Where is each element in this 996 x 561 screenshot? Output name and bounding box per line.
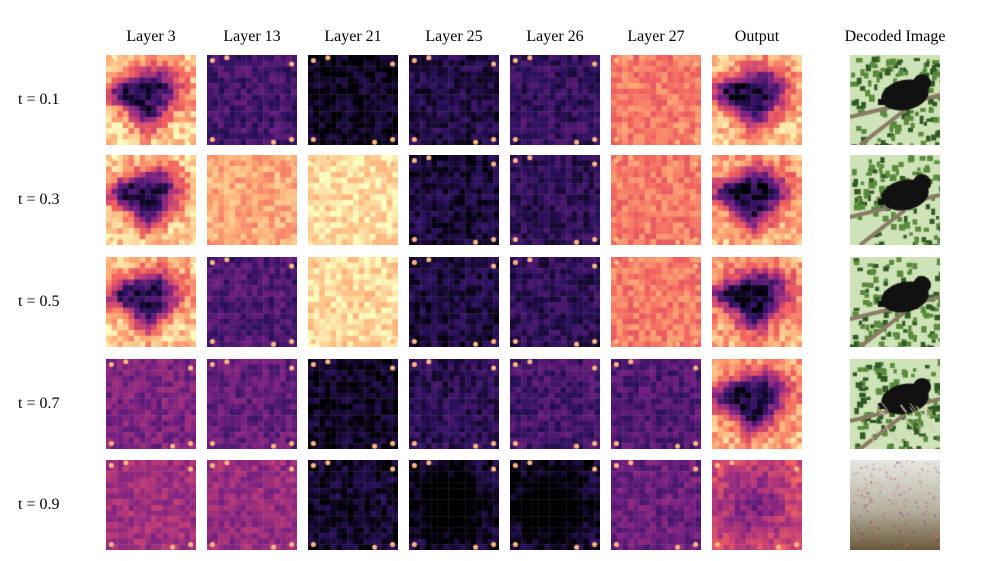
heatmap-canvas [207,55,297,145]
heatmap-layer-26-t-0-9 [510,460,600,550]
heatmap-output-t-0-3 [712,155,802,245]
column-label-layer-21: Layer 21 [324,28,382,45]
heatmap-layer-27-t-0-5 [611,257,701,347]
decoded-image-t-0-9 [850,460,940,550]
row-label-t-0-9: t = 0.9 [18,496,60,513]
heatmap-canvas [611,359,701,449]
heatmap-canvas [712,155,802,245]
heatmap-canvas [611,155,701,245]
heatmap-layer-25-t-0-7 [409,359,499,449]
row-label-t-0-3: t = 0.3 [18,191,60,208]
heatmap-canvas [611,257,701,347]
heatmap-canvas [207,257,297,347]
heatmap-canvas [106,359,196,449]
column-label-layer-3: Layer 3 [126,28,176,45]
heatmap-output-t-0-1 [712,55,802,145]
heatmap-canvas [611,55,701,145]
heatmap-canvas [207,155,297,245]
column-label-decoded-image: Decoded Image [844,28,946,45]
heatmap-layer-3-t-0-7 [106,359,196,449]
heatmap-canvas [409,359,499,449]
row-label-t-0-5: t = 0.5 [18,293,60,310]
heatmap-layer-25-t-0-1 [409,55,499,145]
heatmap-layer-13-t-0-7 [207,359,297,449]
heatmap-layer-26-t-0-5 [510,257,600,347]
column-label-layer-26: Layer 26 [526,28,584,45]
heatmap-canvas [308,55,398,145]
heatmap-layer-13-t-0-1 [207,55,297,145]
heatmap-layer-3-t-0-3 [106,155,196,245]
row-label-t-0-1: t = 0.1 [18,91,60,108]
heatmap-canvas [712,55,802,145]
heatmap-canvas [207,359,297,449]
heatmap-layer-26-t-0-1 [510,55,600,145]
decoded-image-t-0-7 [850,359,940,449]
column-label-layer-13: Layer 13 [223,28,281,45]
heatmap-canvas [712,359,802,449]
heatmap-canvas [106,155,196,245]
heatmap-layer-27-t-0-7 [611,359,701,449]
heatmap-layer-13-t-0-9 [207,460,297,550]
heatmap-layer-21-t-0-7 [308,359,398,449]
heatmap-canvas [308,257,398,347]
heatmap-layer-21-t-0-9 [308,460,398,550]
row-label-t-0-7: t = 0.7 [18,395,60,412]
heatmap-canvas [510,55,600,145]
heatmap-layer-27-t-0-3 [611,155,701,245]
heatmap-canvas [409,55,499,145]
decoded-image-canvas [850,155,940,245]
heatmap-canvas [207,460,297,550]
column-label-layer-27: Layer 27 [627,28,685,45]
heatmap-canvas [510,359,600,449]
heatmap-layer-21-t-0-5 [308,257,398,347]
heatmap-layer-13-t-0-5 [207,257,297,347]
decoded-image-canvas [850,55,940,145]
heatmap-canvas [308,359,398,449]
heatmap-canvas [409,155,499,245]
decoded-image-t-0-1 [850,55,940,145]
heatmap-canvas [308,155,398,245]
heatmap-layer-26-t-0-7 [510,359,600,449]
heatmap-canvas [712,257,802,347]
heatmap-layer-3-t-0-9 [106,460,196,550]
decoded-image-t-0-3 [850,155,940,245]
heatmap-canvas [106,55,196,145]
heatmap-layer-25-t-0-9 [409,460,499,550]
heatmap-canvas [712,460,802,550]
heatmap-canvas [510,257,600,347]
heatmap-canvas [510,460,600,550]
decoded-image-canvas [850,257,940,347]
heatmap-output-t-0-9 [712,460,802,550]
heatmap-layer-27-t-0-9 [611,460,701,550]
column-label-output: Output [734,28,780,45]
heatmap-layer-25-t-0-3 [409,155,499,245]
heatmap-canvas [409,257,499,347]
heatmap-canvas [611,460,701,550]
heatmap-canvas [106,257,196,347]
decoded-image-canvas [850,359,940,449]
heatmap-layer-21-t-0-1 [308,55,398,145]
heatmap-layer-27-t-0-1 [611,55,701,145]
column-label-layer-25: Layer 25 [425,28,483,45]
heatmap-canvas [409,460,499,550]
heatmap-canvas [308,460,398,550]
heatmap-canvas [106,460,196,550]
heatmap-layer-25-t-0-5 [409,257,499,347]
heatmap-layer-26-t-0-3 [510,155,600,245]
decoded-image-canvas [850,460,940,550]
heatmap-output-t-0-7 [712,359,802,449]
heatmap-layer-3-t-0-1 [106,55,196,145]
decoded-image-t-0-5 [850,257,940,347]
heatmap-layer-13-t-0-3 [207,155,297,245]
heatmap-output-t-0-5 [712,257,802,347]
heatmap-canvas [510,155,600,245]
heatmap-layer-21-t-0-3 [308,155,398,245]
heatmap-layer-3-t-0-5 [106,257,196,347]
